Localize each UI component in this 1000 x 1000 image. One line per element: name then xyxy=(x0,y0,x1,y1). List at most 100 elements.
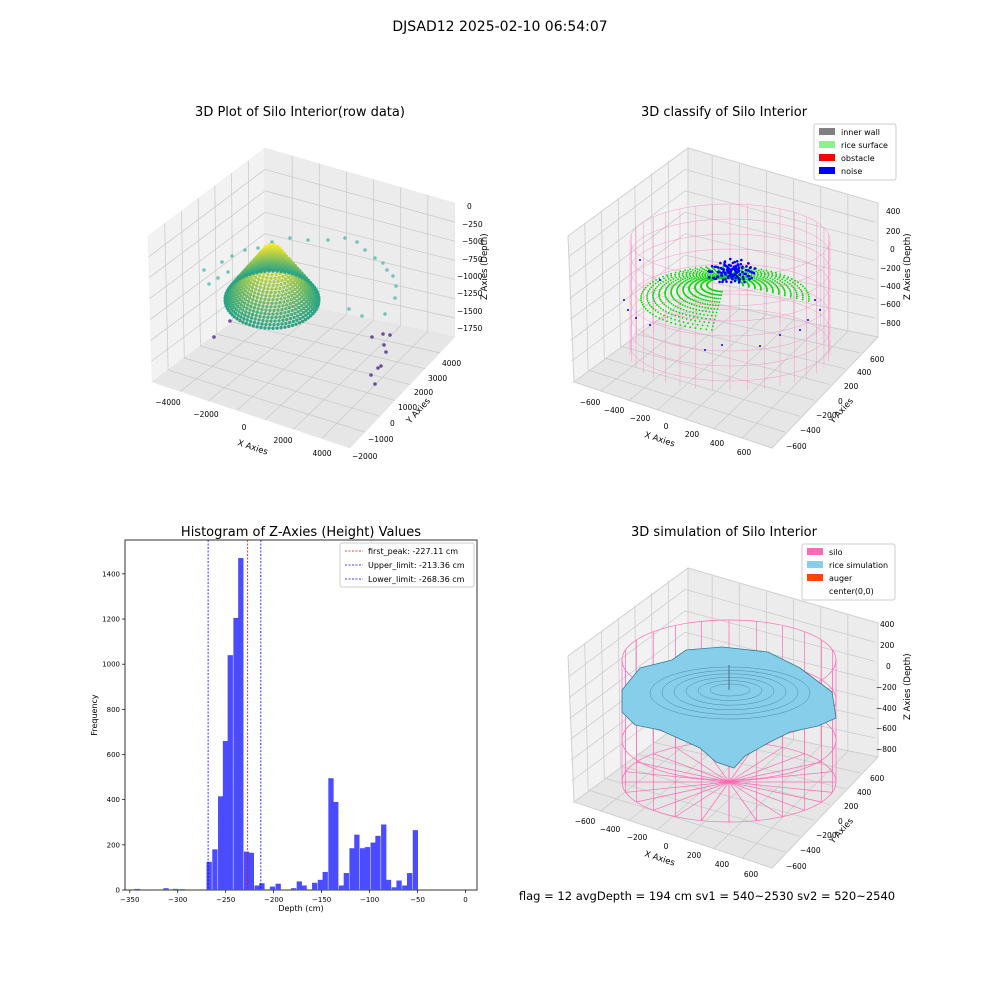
raw-point xyxy=(255,295,260,300)
histogram-bar xyxy=(343,873,349,890)
legend-first-peak-label: first_peak: -227.11 cm xyxy=(368,547,458,556)
rice-surface-point xyxy=(695,296,698,299)
classify-ztick: −800 xyxy=(880,319,901,328)
raw-point xyxy=(271,326,275,330)
histogram-x-tick-label: −250 xyxy=(216,896,235,904)
rice-surface-point xyxy=(681,278,684,281)
histogram-bar xyxy=(359,848,366,890)
histogram-bars xyxy=(134,558,419,890)
grid-line xyxy=(197,198,201,347)
rice-surface-point xyxy=(650,286,653,289)
raw-point xyxy=(236,313,240,317)
rice-surface-point xyxy=(777,293,780,295)
rice-surface-point xyxy=(778,290,780,293)
raw-point xyxy=(289,312,294,317)
raw-point xyxy=(246,291,250,295)
simulation-ytick: 400 xyxy=(857,788,872,797)
rice-surface-point xyxy=(696,316,699,319)
rice-surface-point xyxy=(711,300,714,303)
rice-surface-point xyxy=(795,297,798,300)
histogram-bar xyxy=(275,883,281,890)
raw-point xyxy=(266,272,270,277)
raw-point xyxy=(223,299,227,303)
histogram-x-tick-label: −50 xyxy=(410,896,425,904)
rice-surface-point xyxy=(677,278,679,281)
grid-line xyxy=(713,745,821,850)
rice-surface-point xyxy=(695,273,698,276)
rice-surface-point xyxy=(703,294,706,297)
classify-xtick: 400 xyxy=(710,439,725,448)
grid-line xyxy=(568,610,686,698)
raw-point xyxy=(306,302,311,306)
grid-line xyxy=(264,190,456,242)
rice-surface-point xyxy=(766,276,769,279)
raw-point xyxy=(295,294,299,299)
raw-point xyxy=(298,316,302,321)
rice-surface-point xyxy=(684,279,687,282)
rice-surface-point xyxy=(765,281,768,283)
raw-point xyxy=(248,319,253,324)
rice-surface-point xyxy=(775,275,777,278)
raw-point xyxy=(281,304,285,308)
rice-surface-point xyxy=(782,286,785,289)
raw-point xyxy=(262,286,266,290)
rice-surface-point xyxy=(699,313,702,316)
rice-surface-point xyxy=(775,284,778,287)
raw-point xyxy=(239,315,243,319)
raw-point xyxy=(291,285,295,289)
raw-point xyxy=(280,293,284,297)
rice-surface-point xyxy=(653,300,656,303)
grid-line xyxy=(570,254,686,341)
raw-point xyxy=(268,280,272,284)
raw-point xyxy=(288,236,292,240)
raw-point xyxy=(245,318,249,322)
histogram-bar xyxy=(163,888,169,890)
rice-surface-point xyxy=(681,304,684,306)
rice-surface-point xyxy=(697,301,699,303)
noise-point xyxy=(707,276,711,279)
raw-point xyxy=(279,269,283,274)
histogram-y-ticks: 0 200 400 600 800 1000 1200 1400 xyxy=(102,570,125,895)
rice-surface-point xyxy=(805,289,808,292)
rice-surface-point xyxy=(722,265,725,268)
rice-surface-point xyxy=(701,278,704,281)
rice-surface-point xyxy=(755,276,758,279)
raw-point xyxy=(244,273,248,278)
raw-point xyxy=(255,310,259,314)
rice-surface-point xyxy=(760,268,763,271)
simulation-ztick: −400 xyxy=(876,704,897,713)
raw-point xyxy=(256,321,260,326)
rice-surface-point xyxy=(807,300,810,302)
raw-point xyxy=(273,276,277,280)
rice-surface-point xyxy=(699,327,702,330)
raw-point xyxy=(286,275,291,280)
rice-surface-point xyxy=(765,290,768,293)
rice-surface-point xyxy=(684,277,687,280)
histogram-bar xyxy=(412,830,419,890)
simulation-xtick: 200 xyxy=(687,851,702,860)
rice-surface-point xyxy=(706,267,709,270)
classify-3d-panel: 3D classify of Silo Interior inner wall … xyxy=(567,105,913,457)
raw-point xyxy=(382,343,386,347)
legend-silo-label: silo xyxy=(829,548,843,557)
raw-xtick: 4000 xyxy=(312,449,331,458)
rice-surface-point xyxy=(783,294,786,297)
raw-point xyxy=(233,311,238,316)
histogram-bar xyxy=(212,849,218,890)
rice-surface-point xyxy=(659,282,662,285)
rice-surface-point xyxy=(774,279,776,282)
raw-point xyxy=(244,310,248,314)
rice-surface-point xyxy=(769,277,772,280)
rice-surface-point xyxy=(709,296,712,299)
silo-spoke xyxy=(636,781,730,803)
histogram-bar xyxy=(206,861,212,890)
rice-surface-point xyxy=(713,318,716,321)
rice-surface-point xyxy=(705,269,707,272)
raw-point xyxy=(289,297,293,302)
raw-point xyxy=(289,278,293,282)
rice-surface-point xyxy=(640,297,642,300)
grid-line xyxy=(684,589,876,643)
rice-surface-point xyxy=(652,307,655,310)
rice-surface-point xyxy=(674,314,677,317)
rice-surface-point xyxy=(801,298,804,301)
